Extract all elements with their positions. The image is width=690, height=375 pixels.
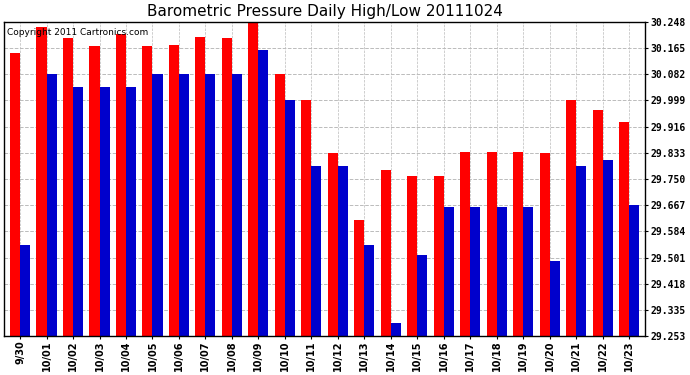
Bar	[90, 46, 99, 336]
Bar	[206, 74, 215, 336]
Bar	[391, 323, 401, 336]
Bar	[126, 87, 136, 336]
Text: Copyright 2011 Cartronics.com: Copyright 2011 Cartronics.com	[8, 28, 148, 37]
Bar	[619, 122, 629, 336]
Bar	[328, 153, 338, 336]
Bar	[354, 220, 364, 336]
Bar	[540, 153, 550, 336]
Bar	[471, 207, 480, 336]
Bar	[63, 39, 73, 336]
Bar	[195, 37, 206, 336]
Bar	[169, 45, 179, 336]
Bar	[417, 255, 427, 336]
Bar	[232, 74, 242, 336]
Bar	[46, 74, 57, 336]
Bar	[179, 74, 189, 336]
Bar	[381, 170, 391, 336]
Bar	[222, 39, 232, 336]
Bar	[302, 100, 311, 336]
Bar	[20, 245, 30, 336]
Bar	[311, 166, 322, 336]
Bar	[248, 22, 258, 336]
Bar	[629, 205, 639, 336]
Bar	[275, 74, 285, 336]
Bar	[550, 261, 560, 336]
Bar	[407, 176, 417, 336]
Bar	[576, 166, 586, 336]
Title: Barometric Pressure Daily High/Low 20111024: Barometric Pressure Daily High/Low 20111…	[147, 4, 502, 19]
Bar	[434, 176, 444, 336]
Bar	[285, 100, 295, 336]
Bar	[602, 160, 613, 336]
Bar	[486, 152, 497, 336]
Bar	[364, 245, 375, 336]
Bar	[460, 152, 471, 336]
Bar	[523, 207, 533, 336]
Bar	[37, 27, 46, 336]
Bar	[497, 207, 506, 336]
Bar	[444, 207, 454, 336]
Bar	[258, 50, 268, 336]
Bar	[513, 152, 523, 336]
Bar	[152, 74, 163, 336]
Bar	[116, 34, 126, 336]
Bar	[142, 46, 152, 336]
Bar	[10, 53, 20, 336]
Bar	[99, 87, 110, 336]
Bar	[73, 87, 83, 336]
Bar	[338, 166, 348, 336]
Bar	[593, 110, 602, 336]
Bar	[566, 100, 576, 336]
